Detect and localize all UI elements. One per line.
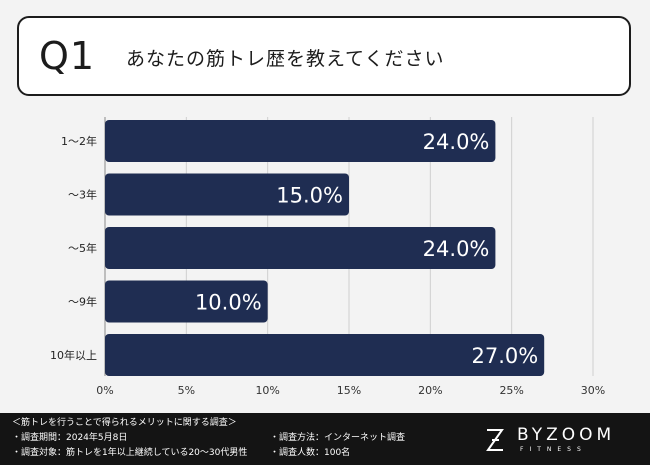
- x-tick-label: 15%: [337, 384, 361, 397]
- survey-period: ・調査期間：2024年5月8日: [12, 433, 128, 443]
- survey-sample: ・調査人数：100名: [270, 448, 351, 458]
- brand-logo-icon: [486, 429, 504, 451]
- x-tick-label: 0%: [96, 384, 113, 397]
- survey-method: ・調査方法：インターネット調査: [270, 433, 406, 443]
- bar: [105, 120, 496, 162]
- data-label: 10.0%: [195, 291, 262, 315]
- data-label: 24.0%: [423, 237, 490, 261]
- brand-name: BYZOOM: [517, 425, 616, 445]
- category-label: 〜3年: [68, 188, 97, 202]
- bar: [105, 173, 349, 216]
- survey-target: ・調査対象：筋トレを1年以上継続している20〜30代男性: [12, 448, 248, 458]
- data-label: 15.0%: [276, 184, 343, 208]
- category-label: 〜9年: [68, 295, 97, 309]
- category-label: 〜5年: [68, 241, 97, 255]
- question-text: あなたの筋トレ歴を教えてください: [126, 48, 445, 70]
- x-tick-label: 25%: [499, 384, 523, 397]
- category-label: 1〜2年: [61, 134, 97, 148]
- x-tick-label: 5%: [178, 384, 195, 397]
- x-tick-label: 20%: [418, 384, 442, 397]
- survey-title: ＜筋トレを行うことで得られるメリットに関する調査＞: [12, 418, 237, 428]
- data-label: 24.0%: [423, 130, 490, 154]
- bar-chart: 0% 5% 10% 15% 20% 25% 30% 1〜2年 24.0% 〜3年 15.0% 〜5年 2…: [50, 117, 605, 397]
- x-tick-label: 30%: [581, 384, 605, 397]
- bar: [105, 280, 268, 323]
- data-label: 27.0%: [471, 344, 538, 368]
- bar: [105, 334, 545, 376]
- category-label: 10年以上: [50, 348, 97, 362]
- footer: ＜筋トレを行うことで得られるメリットに関する調査＞ ・調査期間：2024年5月8…: [0, 413, 650, 465]
- question-number: Q1: [39, 34, 96, 78]
- brand-subtitle: FITNESS: [520, 446, 587, 453]
- bar: [105, 227, 496, 269]
- x-tick-label: 10%: [255, 384, 279, 397]
- question-box: Q1 あなたの筋トレ歴を教えてください: [17, 16, 631, 96]
